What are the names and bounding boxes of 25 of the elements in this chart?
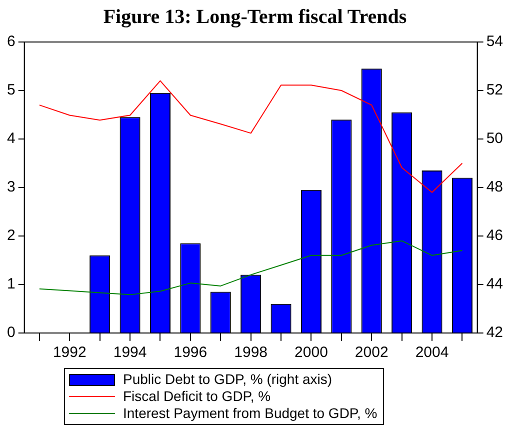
legend-label: Fiscal Deficit to GDP, % <box>123 388 271 405</box>
x-tick-label: 1996 <box>174 344 208 362</box>
y-tick-label: 2 <box>7 227 16 244</box>
y-tick-label: 3 <box>7 178 16 196</box>
y2-tick-label: 52 <box>486 82 504 99</box>
y2-tick-label: 48 <box>486 178 504 196</box>
y-tick-label: 4 <box>7 130 16 148</box>
y-tick-label: 5 <box>7 82 16 99</box>
x-tick-label: 2004 <box>415 344 449 362</box>
y2-tick-label: 46 <box>486 227 504 244</box>
y-tick-label: 1 <box>7 276 16 293</box>
legend-label: Public Debt to GDP, % (right axis) <box>123 371 332 388</box>
y2-tick-label: 44 <box>486 276 504 293</box>
y2-tick-label: 50 <box>486 130 504 148</box>
chart-title: Figure 13: Long-Term fiscal Trends <box>102 6 408 29</box>
y2-tick-label: 54 <box>486 33 504 50</box>
x-tick-label: 2002 <box>354 344 388 362</box>
x-tick-label: 1998 <box>234 344 268 362</box>
legend-label: Interest Payment from Budget to GDP, % <box>123 405 378 422</box>
y-tick-label: 6 <box>7 33 16 50</box>
x-tick-label: 1992 <box>52 344 86 362</box>
y-tick-label: 0 <box>7 324 16 342</box>
y2-tick-label: 42 <box>486 324 504 342</box>
x-tick-label: 1994 <box>113 344 147 362</box>
x-tick-label: 2000 <box>294 344 328 362</box>
